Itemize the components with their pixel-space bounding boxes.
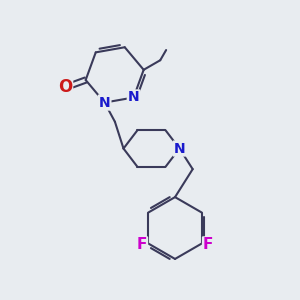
Text: F: F — [203, 238, 214, 253]
Text: N: N — [174, 142, 185, 155]
Text: N: N — [128, 91, 140, 104]
Text: N: N — [99, 96, 110, 110]
Text: F: F — [136, 238, 147, 253]
Text: O: O — [58, 78, 72, 96]
